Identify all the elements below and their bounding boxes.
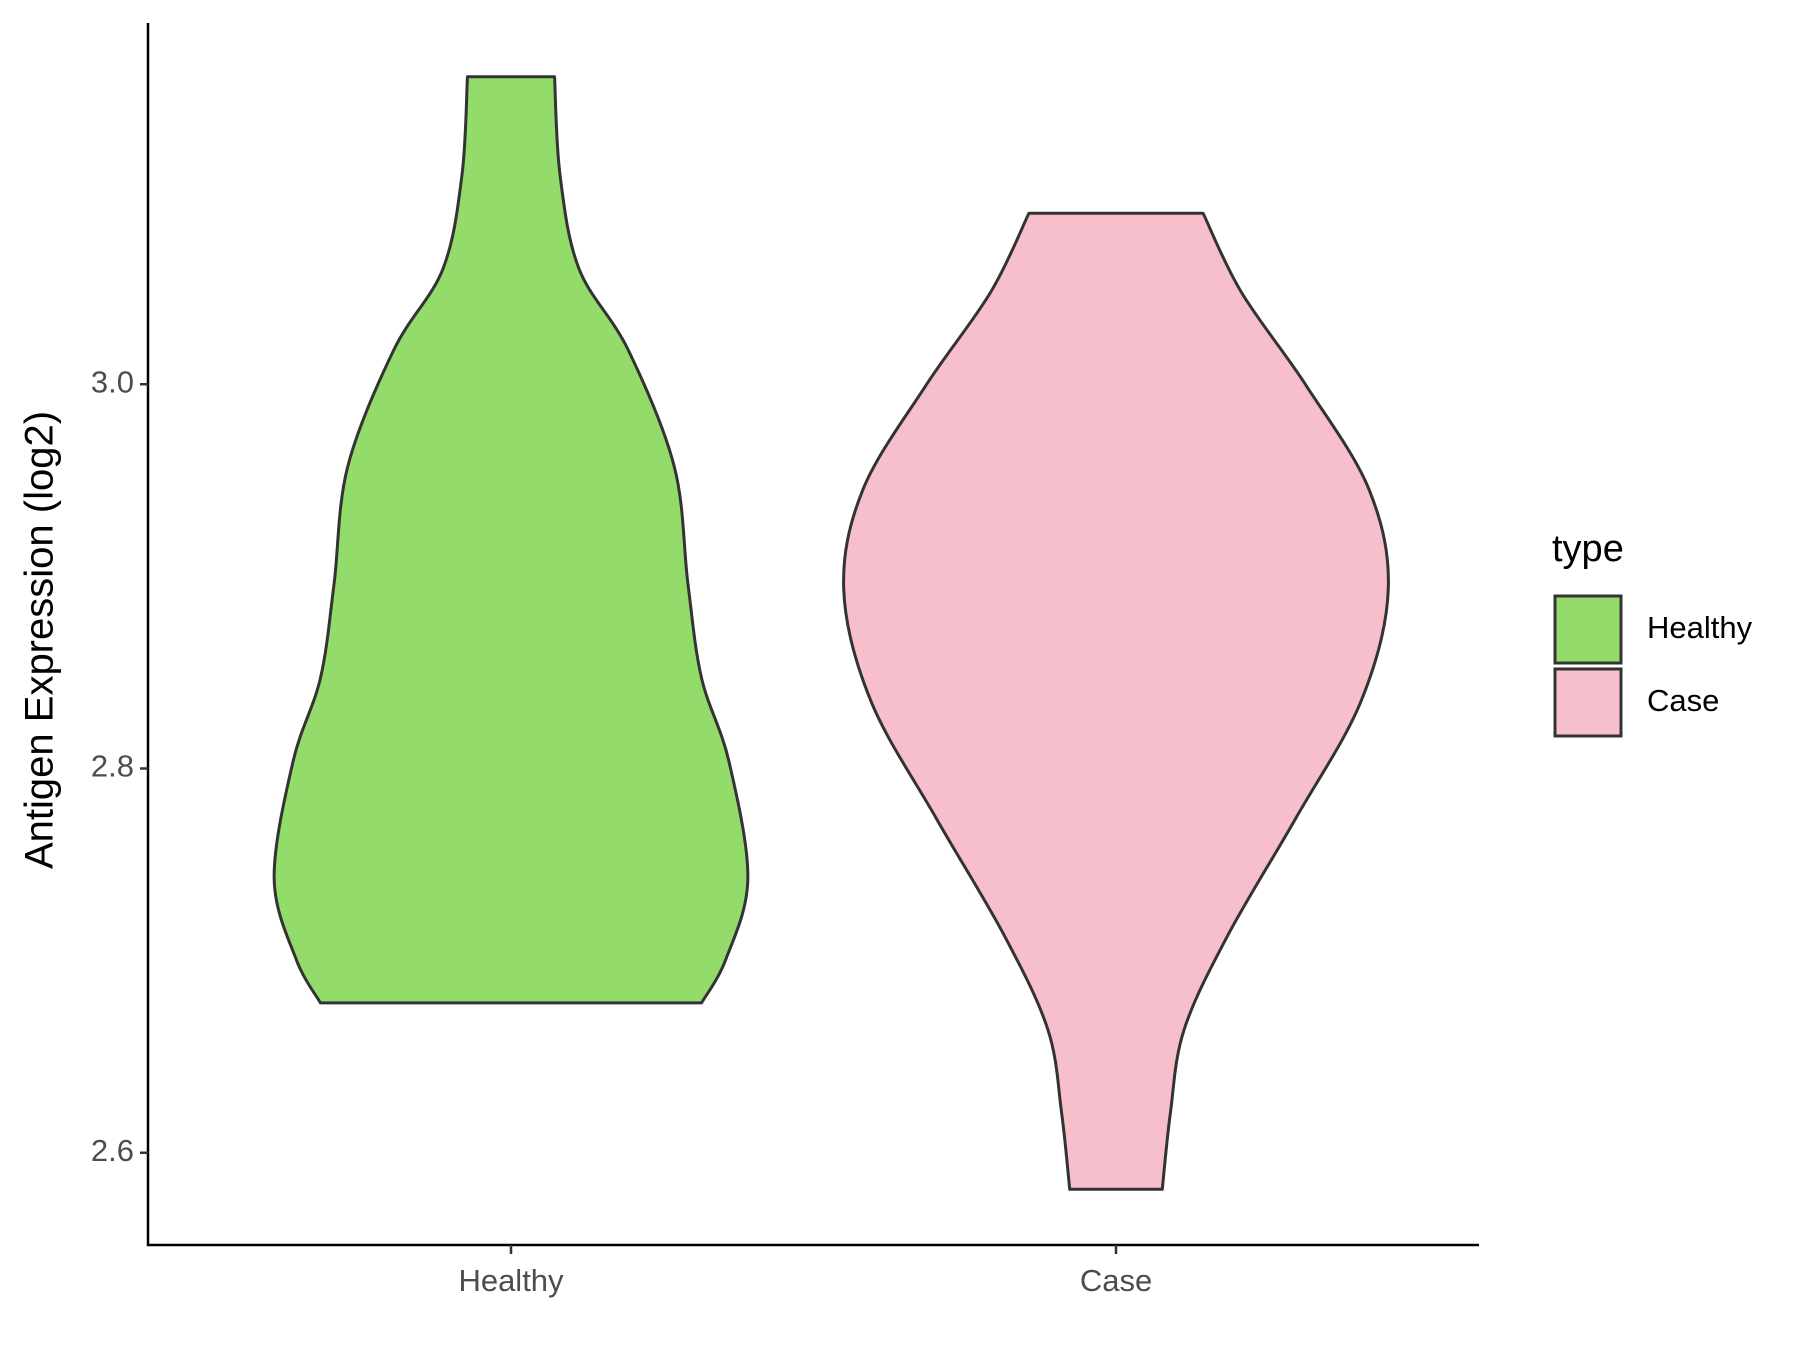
legend-key (1553, 667, 1623, 738)
violin (272, 75, 750, 1005)
x-tick-label: Healthy (458, 1263, 564, 1298)
violin (842, 211, 1390, 1191)
y-axis-title: Antigen Expression (log2) (18, 411, 62, 869)
y-tick-label: 3.0 (91, 364, 134, 399)
legend-key (1553, 594, 1623, 665)
y-tick-label: 2.6 (91, 1133, 134, 1168)
x-tick-label: Case (1080, 1263, 1152, 1298)
y-tick-label: 2.8 (91, 749, 134, 784)
legend-label: Case (1647, 683, 1719, 718)
legend-title: type (1552, 528, 1624, 570)
legend-label: Healthy (1647, 610, 1753, 645)
